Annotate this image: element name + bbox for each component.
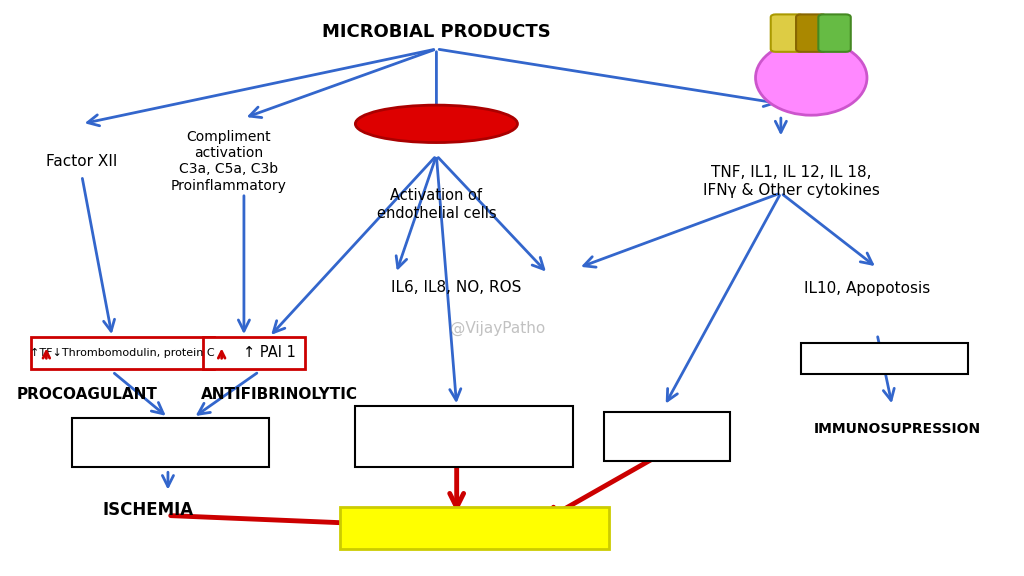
Text: MICROBIAL PRODUCTS: MICROBIAL PRODUCTS: [322, 22, 551, 41]
Text: IL6, IL8, NO, ROS: IL6, IL8, NO, ROS: [391, 281, 522, 295]
Text: SYSTEMIC
EFFECTS: SYSTEMIC EFFECTS: [628, 421, 707, 451]
FancyBboxPatch shape: [818, 14, 851, 52]
Text: ISCHEMIA: ISCHEMIA: [102, 501, 194, 519]
FancyBboxPatch shape: [72, 418, 269, 467]
Text: PROCOAGULANT: PROCOAGULANT: [16, 387, 158, 402]
Text: ↑TF↓Thrombomodulin, protein C: ↑TF↓Thrombomodulin, protein C: [30, 347, 215, 358]
FancyBboxPatch shape: [31, 337, 214, 369]
FancyBboxPatch shape: [771, 14, 803, 52]
Text: Compliment
activation
C3a, C5a, C3b
Proinflammatory: Compliment activation C3a, C5a, C3b Proi…: [171, 130, 287, 192]
Text: MULTIORGAN FAILURE: MULTIORGAN FAILURE: [365, 519, 586, 537]
FancyBboxPatch shape: [204, 337, 305, 369]
Ellipse shape: [756, 40, 867, 115]
Text: VACODILATATION
INCREASED PERMEABILITY
DECREASED PERFUSION: VACODILATATION INCREASED PERMEABILITY DE…: [366, 415, 564, 457]
Text: ANTIFIBRINOLYTIC: ANTIFIBRINOLYTIC: [201, 387, 357, 402]
Text: ↑ PAI 1: ↑ PAI 1: [243, 345, 296, 360]
FancyBboxPatch shape: [801, 343, 969, 374]
Text: Factor XII: Factor XII: [46, 154, 118, 169]
Ellipse shape: [355, 105, 517, 142]
Text: IL10, Apopotosis: IL10, Apopotosis: [804, 281, 930, 295]
Text: IMMUNOSUPRESSION: IMMUNOSUPRESSION: [814, 422, 981, 436]
FancyBboxPatch shape: [340, 507, 608, 549]
FancyBboxPatch shape: [603, 412, 730, 461]
Text: TNF, IL1, IL 12, IL 18,
IFNγ & Other cytokines: TNF, IL1, IL 12, IL 18, IFNγ & Other cyt…: [702, 165, 880, 198]
Text: Activation of
endothelial cells: Activation of endothelial cells: [377, 188, 497, 221]
FancyBboxPatch shape: [796, 14, 826, 52]
Text: Anti- inflammatory: Anti- inflammatory: [820, 351, 950, 365]
Text: MICROVASCULAR
THROMBOSIS: MICROVASCULAR THROMBOSIS: [100, 426, 242, 458]
FancyBboxPatch shape: [355, 406, 573, 467]
Text: @VijayPatho: @VijayPatho: [450, 321, 545, 336]
